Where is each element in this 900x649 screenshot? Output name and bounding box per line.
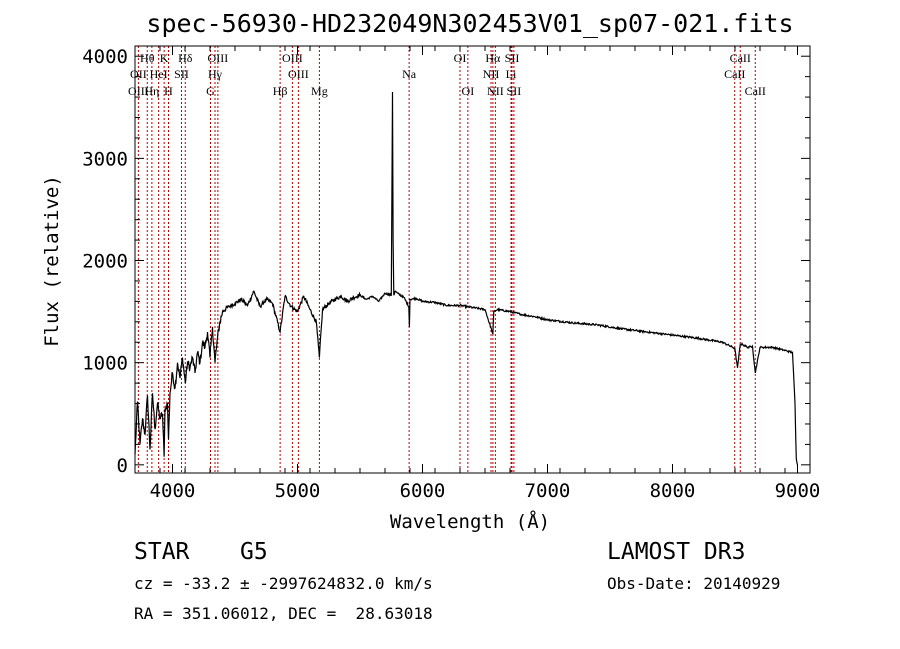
spectral-line-label: CaII [745,84,766,98]
object-subclass: G5 [240,539,268,565]
spectral-line-label: Hθ [140,51,155,65]
chart-title: spec-56930-HD232049N302453V01_sp07-021.f… [146,9,793,38]
spectral-lines [137,46,756,473]
spectral-line-label: OIII [208,51,229,65]
x-tick-label: 6000 [400,480,446,502]
coordinates: RA = 351.06012, DEC = 28.63018 [134,604,433,623]
spectral-line-label: OIII [282,51,303,65]
spectral-line-label: Hβ [273,84,288,98]
spectral-line-label: G [206,84,215,98]
spectral-line-label: Hη [144,84,159,98]
spectral-line-label: OII [130,67,147,81]
spectrum-line [134,91,799,465]
spectral-line-label: HeI [150,67,168,81]
spectral-line-label: OIII [128,84,149,98]
axis-ticks: 4000 5000 6000 7000 8000 9000 0 1000 2000 3000 400… [82,46,820,502]
spectral-line-label: K [160,51,169,65]
y-tick-label: 0 [117,455,128,477]
spectral-line-label: SII [174,67,189,81]
plot-frame [134,45,811,474]
x-tick-label: 7000 [525,480,571,502]
y-tick-label: 2000 [82,251,128,273]
spectral-line-label: Hγ [208,67,223,81]
x-axis-label: Wavelength (Å) [390,510,550,533]
spectral-line-label: SII [505,51,520,65]
spectral-line-label: SII [507,84,522,98]
object-class: STAR [134,539,190,565]
survey-name: LAMOST DR3 [607,539,746,565]
spectral-line-label: H [164,84,173,98]
spectral-line-label: Hδ [178,51,193,65]
y-tick-label: 3000 [82,148,128,170]
y-tick-label: 4000 [82,46,128,68]
spectral-line-label: Na [402,67,417,81]
spectral-line-label: OIII [288,67,309,81]
y-axis-label: Flux (relative) [41,175,63,347]
spectral-line-label: NII [487,84,504,98]
spectral-line-label: OI [454,51,467,65]
spectral-line-label: Li [506,67,517,81]
x-tick-label: 8000 [650,480,696,502]
redshift-text: cz = -33.2 ± -2997624832.0 km/s [134,574,433,593]
spectral-line-labels: Hθ K Hδ OIII OIII OI Hα SII CaII OII HeI SII Hγ OIII N… [128,51,766,98]
spectral-line-label: CaII [724,67,745,81]
x-tick-label: 9000 [775,480,821,502]
spectral-line-label: Hα [485,51,501,65]
spectral-line-label: OI [462,84,475,98]
spectral-line-label: CaII [730,51,751,65]
y-tick-label: 1000 [82,353,128,375]
spectral-line-label: NII [483,67,500,81]
x-tick-label: 5000 [275,480,321,502]
obs-date: Obs-Date: 20140929 [607,574,781,593]
spectral-line-label: Mg [311,84,328,98]
x-tick-label: 4000 [150,480,196,502]
